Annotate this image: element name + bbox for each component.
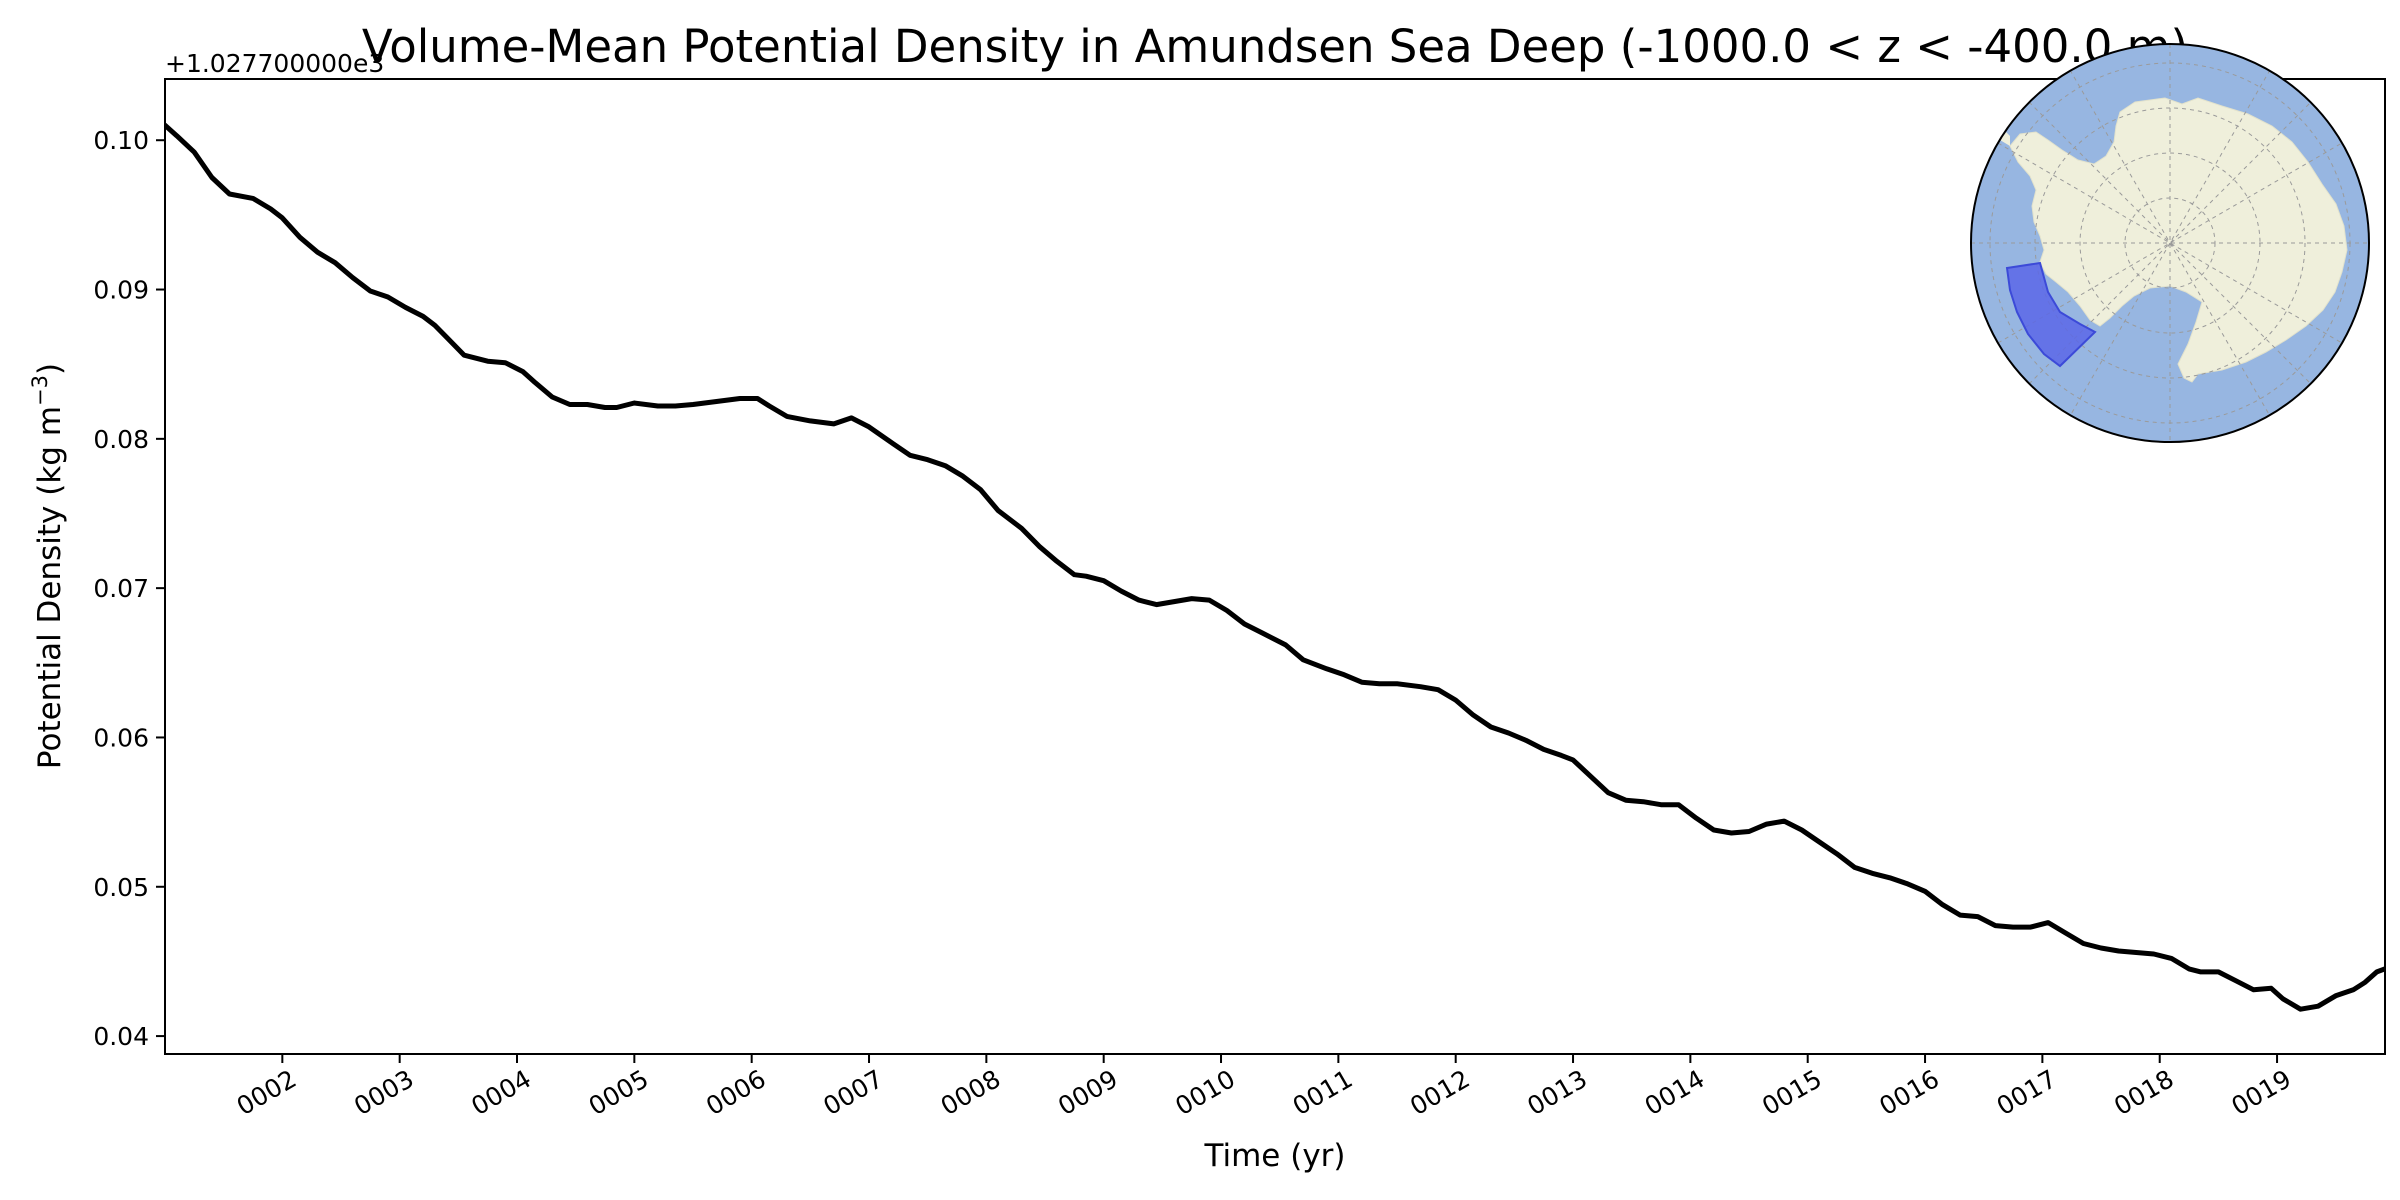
x-tick-label: 0012 <box>1405 1064 1475 1121</box>
x-tick-label: 0008 <box>936 1064 1006 1121</box>
x-tick-label: 0005 <box>584 1064 654 1121</box>
x-tick-label: 0014 <box>1640 1064 1710 1121</box>
inset-map <box>1970 43 2370 443</box>
x-tick-label: 0019 <box>2226 1064 2296 1121</box>
x-tick-label: 0006 <box>701 1064 771 1121</box>
x-tick-label: 0018 <box>2109 1064 2179 1121</box>
y-tick-label: 0.05 <box>93 873 149 902</box>
y-tick-label: 0.06 <box>93 723 149 752</box>
x-tick-label: 0007 <box>818 1064 888 1121</box>
x-tick-label: 0016 <box>1874 1064 1944 1121</box>
y-tick-label: 0.10 <box>93 126 149 155</box>
x-tick-label: 0011 <box>1288 1064 1358 1121</box>
antarctica-landmass <box>2009 97 2348 383</box>
x-tick-label: 0003 <box>349 1064 419 1121</box>
y-tick-label: 0.04 <box>93 1022 149 1051</box>
x-tick-label: 0017 <box>1992 1064 2062 1121</box>
y-axis-label: Potential Density (kg m−3) <box>28 363 68 769</box>
x-axis-label: Time (yr) <box>1204 1138 1346 1174</box>
map-border <box>1970 43 2370 443</box>
x-tick-label: 0002 <box>232 1064 302 1121</box>
y-offset-text: +1.027700000e3 <box>165 49 384 78</box>
x-tick-label: 0013 <box>1522 1064 1592 1121</box>
y-tick-label: 0.09 <box>93 276 149 305</box>
series-line <box>165 122 2385 1012</box>
x-tick-label: 0010 <box>1170 1064 1240 1121</box>
x-tick-label: 0009 <box>1053 1064 1123 1121</box>
chart-title: Volume-Mean Potential Density in Amundse… <box>362 20 2188 73</box>
plot-frame <box>164 78 2386 1055</box>
x-tick-label: 0004 <box>466 1064 536 1121</box>
x-tick-label: 0015 <box>1757 1064 1827 1121</box>
amundsen-sea-region <box>2005 261 2097 368</box>
y-tick-label: 0.07 <box>93 574 149 603</box>
y-tick-label: 0.08 <box>93 425 149 454</box>
